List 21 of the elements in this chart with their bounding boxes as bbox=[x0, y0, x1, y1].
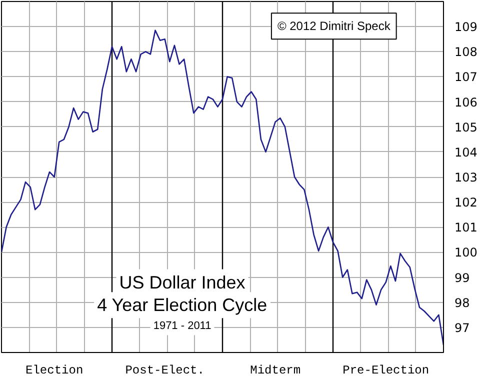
y-tick-label: 107 bbox=[454, 70, 478, 84]
y-tick-label: 109 bbox=[454, 20, 478, 34]
y-tick-label: 97 bbox=[454, 320, 470, 335]
y-tick-label: 99 bbox=[454, 270, 470, 285]
y-tick-label: 101 bbox=[454, 220, 478, 235]
y-tick-label: 103 bbox=[454, 170, 478, 184]
y-tick-label: 105 bbox=[454, 120, 478, 134]
annotation: © 2012 Dimitri Speck bbox=[277, 19, 392, 34]
x-tick-label: Post-Elect. bbox=[125, 364, 204, 378]
text: US Dollar Index bbox=[119, 272, 246, 292]
y-tick-label: 102 bbox=[454, 196, 478, 210]
annotation: 1971 - 2011 bbox=[153, 320, 212, 332]
y-tick-label: 108 bbox=[454, 45, 478, 60]
x-tick-label: Election bbox=[26, 364, 84, 378]
y-tick-label: 98 bbox=[454, 296, 470, 310]
text: 4 Year Election Cycle bbox=[97, 295, 268, 316]
x-tick-label: Midterm bbox=[250, 364, 301, 378]
y-tick-label: 106 bbox=[454, 95, 478, 110]
y-tick-label: 100 bbox=[454, 246, 478, 260]
x-tick-label: Pre-Election bbox=[342, 364, 430, 378]
y-tick-label: 104 bbox=[454, 145, 478, 160]
